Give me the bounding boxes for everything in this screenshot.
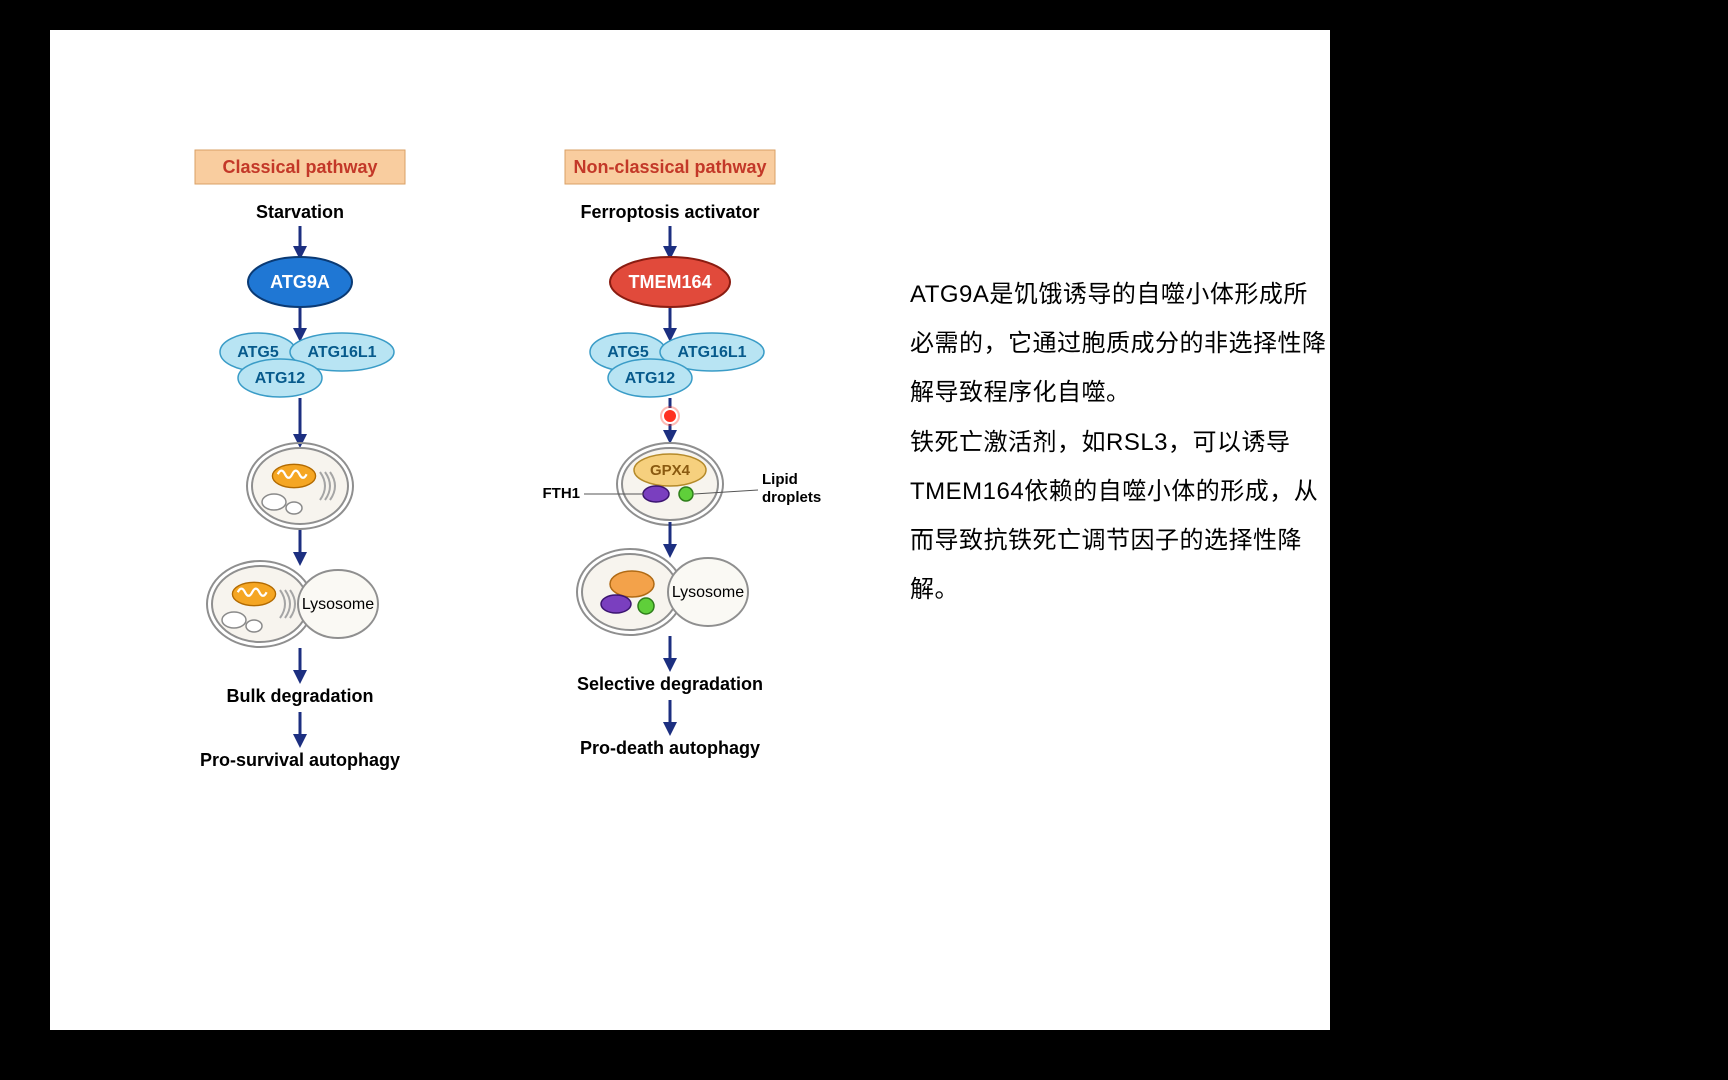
right-outcome-label: Pro-death autophagy — [580, 738, 760, 758]
svg-text:ATG9A: ATG9A — [270, 272, 330, 292]
mitochondrion-icon — [232, 582, 275, 605]
svg-text:TMEM164: TMEM164 — [628, 272, 711, 292]
lipid-droplet-cargo-icon — [638, 598, 654, 614]
svg-text:Lysosome: Lysosome — [302, 596, 374, 613]
lipid-label-1: Lipid — [762, 471, 798, 488]
svg-text:Lysosome: Lysosome — [672, 584, 744, 601]
left-stimulus-label: Starvation — [256, 202, 344, 222]
diagram-canvas: Classical pathway Starvation ATG9A ATG5 ATG1… — [50, 30, 1330, 1030]
svg-text:ATG16L1: ATG16L1 — [677, 344, 746, 361]
lipid-label-2: droplets — [762, 489, 821, 506]
fth1-cargo-icon — [601, 595, 631, 613]
vesicle-icon — [222, 612, 246, 628]
left-degradation-label: Bulk degradation — [226, 686, 373, 706]
svg-text:Classical pathway: Classical pathway — [222, 157, 377, 177]
desc-line-2: 铁死亡激活剂，如RSL3，可以诱导TMEM164依赖的自噬小体的形成，从而导致抗… — [910, 429, 1318, 604]
fth1-label: FTH1 — [543, 485, 581, 502]
svg-text:Non-classical pathway: Non-classical pathway — [573, 157, 766, 177]
svg-text:ATG5: ATG5 — [237, 344, 279, 361]
right-degradation-label: Selective degradation — [577, 674, 763, 694]
svg-text:ATG12: ATG12 — [255, 370, 305, 387]
svg-text:ATG16L1: ATG16L1 — [307, 344, 376, 361]
description-text: ATG9A是饥饿诱导的自噬小体形成所必需的，它通过胞质成分的非选择性降解导致程序… — [910, 270, 1330, 614]
left-outcome-label: Pro-survival autophagy — [200, 750, 400, 770]
right-stimulus-label: Ferroptosis activator — [580, 202, 759, 222]
svg-text:ATG12: ATG12 — [625, 370, 675, 387]
fth1-icon — [643, 486, 669, 502]
mitochondrion-icon — [272, 464, 315, 487]
inhibitor-dot — [663, 409, 677, 423]
vesicle-icon — [262, 494, 286, 510]
svg-text:ATG5: ATG5 — [607, 344, 649, 361]
gpx4-cargo-icon — [610, 571, 654, 597]
desc-line-1: ATG9A是饥饿诱导的自噬小体形成所必需的，它通过胞质成分的非选择性降解导致程序… — [910, 281, 1327, 406]
svg-text:GPX4: GPX4 — [650, 462, 691, 479]
lipid-droplet-icon — [679, 487, 693, 501]
